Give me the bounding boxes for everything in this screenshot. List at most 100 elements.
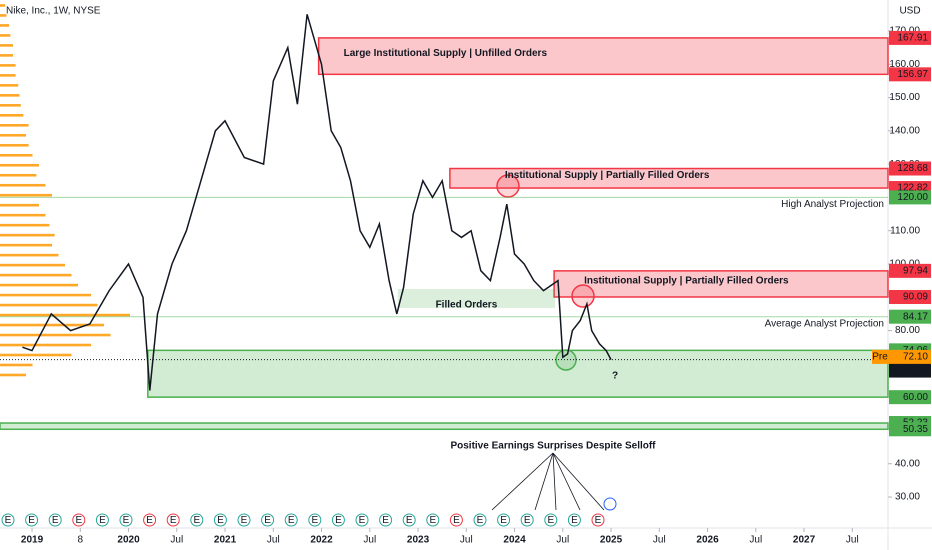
annotation-arrow	[552, 452, 605, 511]
price-badge-label: 72.10	[903, 352, 928, 363]
earnings-icon-label: E	[52, 515, 59, 526]
earnings-icon-label: E	[382, 515, 389, 526]
volume-profile-bar	[0, 183, 46, 187]
price-badge-label: 120.00	[897, 192, 928, 203]
earnings-icon	[402, 513, 416, 527]
y-tick-label: 30.00	[895, 492, 920, 503]
earnings-icon	[261, 513, 275, 527]
volume-profile-bar	[0, 363, 33, 367]
volume-profile-bar	[0, 323, 104, 327]
question-mark: ?	[612, 371, 618, 382]
earnings-icon-label: E	[595, 515, 602, 526]
volume-profile-bar	[0, 353, 72, 357]
x-tick-label: 2027	[793, 535, 816, 546]
volume-profile-bar	[0, 124, 29, 127]
annotation-arrow	[491, 452, 554, 511]
zone-label: Large Institutional Supply | Unfilled Or…	[344, 48, 548, 59]
earnings-icon	[284, 513, 298, 527]
earnings-icon-label: E	[429, 515, 436, 526]
earnings-icon-label: E	[193, 515, 200, 526]
y-tick-label: 110.00	[890, 225, 920, 236]
earnings-icon	[520, 513, 534, 527]
x-tick-label: Jul	[846, 535, 859, 546]
price-badge	[889, 289, 931, 304]
earnings-icon-label: E	[335, 515, 342, 526]
volume-profile-bar	[0, 104, 21, 107]
price-badge	[889, 190, 931, 205]
volume-profile-bar	[0, 4, 6, 7]
earnings-icon-label: E	[524, 515, 531, 526]
earnings-icon	[1, 513, 15, 527]
earnings-icon-label: E	[170, 515, 177, 526]
annotation-arrow	[552, 452, 581, 511]
earnings-icon	[72, 513, 86, 527]
premarket-tag	[872, 349, 889, 364]
earnings-icon-label: E	[5, 515, 12, 526]
earnings-icon	[426, 513, 440, 527]
projection-label: High Analyst Projection	[781, 199, 884, 210]
earnings-icon	[497, 513, 511, 527]
filled-zone	[397, 288, 556, 308]
projection-label: Average Analyst Projection	[765, 318, 884, 329]
volume-profile-bar	[0, 14, 7, 17]
earnings-icon-label: E	[123, 515, 130, 526]
volume-profile-bar	[0, 64, 16, 67]
earnings-icon	[449, 513, 463, 527]
zone	[553, 270, 889, 298]
annotation-arrow	[552, 452, 557, 511]
earnings-icon-label: E	[406, 515, 413, 526]
price-badge-label: 128.68	[897, 163, 928, 174]
earnings-icon-label: E	[500, 515, 507, 526]
earnings-icon-label: E	[75, 515, 82, 526]
filled-zone-label: Filled Orders	[436, 300, 498, 311]
price-badge	[889, 309, 931, 324]
volume-profile-bar	[0, 293, 91, 297]
earnings-icon-label: E	[311, 515, 318, 526]
earnings-icon-label: E	[477, 515, 484, 526]
earnings-icon	[119, 513, 133, 527]
earnings-icon	[95, 513, 109, 527]
x-tick-label: Jul	[653, 535, 666, 546]
volume-profile-bar	[0, 313, 130, 317]
earnings-icon-label: E	[241, 515, 248, 526]
volume-profile-bar	[0, 84, 19, 87]
x-tick-label: 2024	[503, 535, 526, 546]
volume-profile-bar	[0, 44, 13, 47]
x-tick-label: Jul	[363, 535, 376, 546]
earnings-icon	[308, 513, 322, 527]
price-badge	[889, 161, 931, 176]
earnings-icon	[567, 513, 581, 527]
volume-profile-bar	[0, 173, 37, 177]
x-tick-label: 2026	[696, 535, 719, 546]
volume-profile-bar	[0, 133, 26, 137]
earnings-icon-label: E	[99, 515, 106, 526]
add-event	[603, 497, 617, 511]
y-tick-label: 80.00	[895, 325, 920, 336]
volume-profile-bar	[0, 153, 33, 157]
volume-profile-bar	[0, 263, 65, 267]
earnings-icon	[331, 513, 345, 527]
x-tick-label: 2022	[310, 535, 333, 546]
earnings-icon	[143, 513, 157, 527]
premarket-tag-label: Pre	[872, 352, 888, 363]
earnings-icon-label: E	[288, 515, 295, 526]
zone-label: Institutional Supply | Partially Filled …	[505, 170, 710, 181]
earnings-icon	[48, 513, 62, 527]
earnings-icon-label: E	[146, 515, 153, 526]
x-tick-label: Jul	[267, 535, 280, 546]
earnings-icon-label: E	[547, 515, 554, 526]
countdown: 08:32:56	[889, 364, 928, 375]
earnings-icon	[544, 513, 558, 527]
x-tick-label: 2021	[214, 535, 237, 546]
highlight-circle	[571, 284, 595, 308]
price-badge	[889, 349, 931, 364]
annotation-arrow	[534, 452, 554, 511]
earnings-icon	[379, 513, 393, 527]
x-tick-label: 2020	[117, 535, 140, 546]
price-badge-label: 84.17	[903, 311, 928, 322]
x-tick-label: Jul	[749, 535, 762, 546]
volume-profile-bar	[0, 333, 111, 337]
earnings-icon-label: E	[359, 515, 366, 526]
volume-profile-bar	[0, 34, 11, 37]
